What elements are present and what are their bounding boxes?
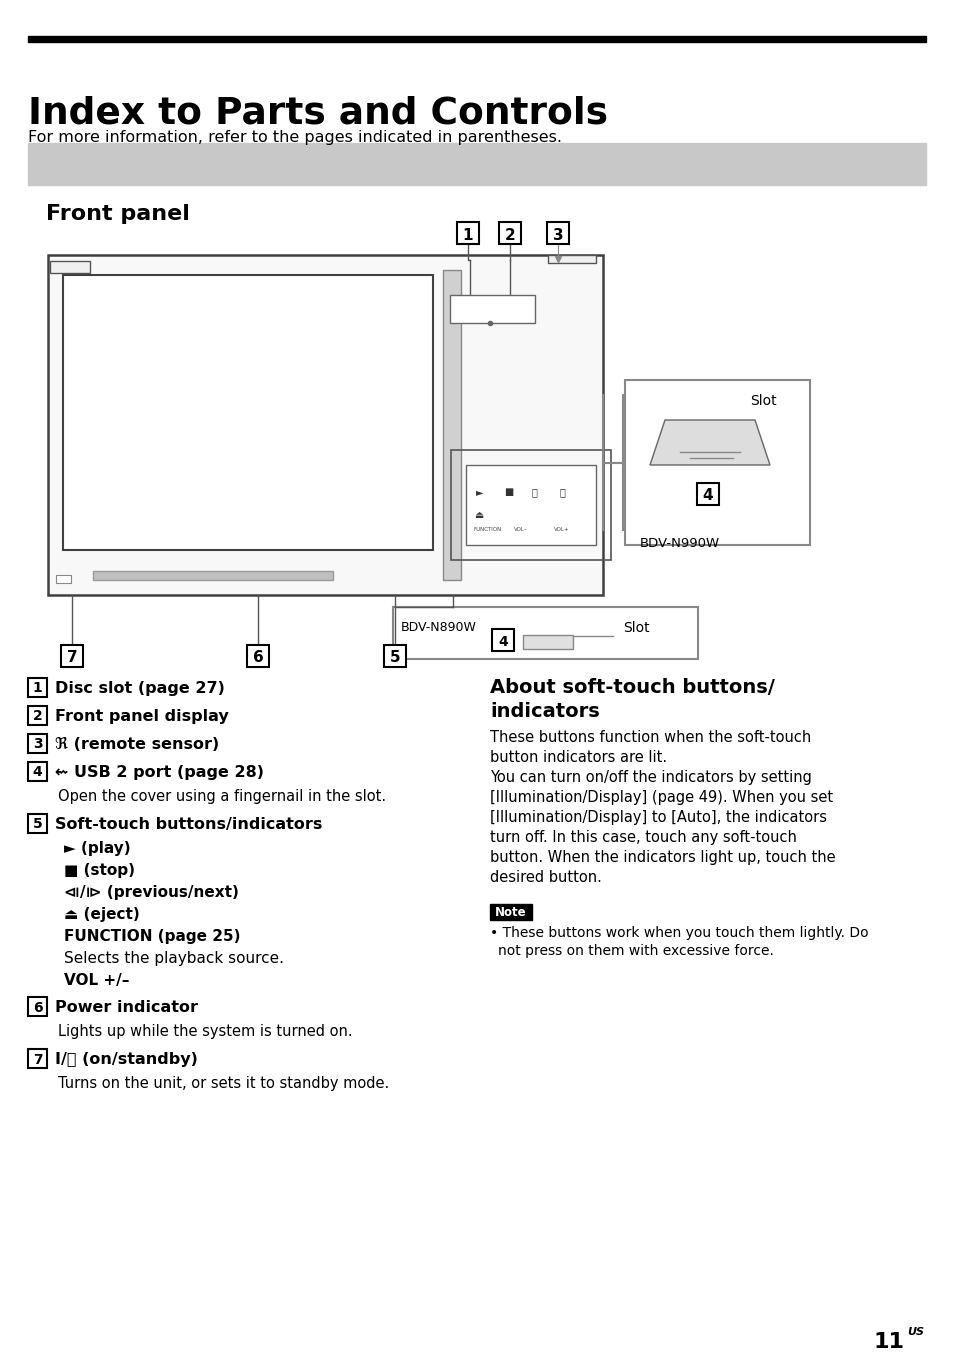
Text: ■ (stop): ■ (stop) <box>64 863 135 877</box>
Bar <box>522 635 573 649</box>
Text: VOL+: VOL+ <box>554 527 569 531</box>
Text: ⏏: ⏏ <box>474 510 483 521</box>
Text: 1: 1 <box>32 681 42 695</box>
Text: 2: 2 <box>32 710 42 723</box>
Text: 3: 3 <box>552 227 562 242</box>
Text: Index to Parts and Controls: Index to Parts and Controls <box>28 95 607 131</box>
Text: 5: 5 <box>389 650 400 665</box>
Text: Front panel: Front panel <box>46 204 190 224</box>
Bar <box>492 629 514 652</box>
Bar <box>50 261 90 273</box>
Text: Slot: Slot <box>622 621 649 635</box>
Text: ■: ■ <box>503 487 513 498</box>
Text: ⏮: ⏮ <box>532 487 537 498</box>
Bar <box>28 677 47 698</box>
Bar <box>28 37 925 42</box>
Text: Power indicator: Power indicator <box>55 1000 198 1015</box>
Text: [Illumination/Display] (page 49). When you set: [Illumination/Display] (page 49). When y… <box>490 790 832 804</box>
Bar <box>393 607 698 658</box>
Text: 4: 4 <box>702 488 713 503</box>
Text: ⇜ USB 2 port (page 28): ⇜ USB 2 port (page 28) <box>55 765 264 780</box>
Text: [Illumination/Display] to [Auto], the indicators: [Illumination/Display] to [Auto], the in… <box>490 810 826 825</box>
Text: Soft-touch buttons/indicators: Soft-touch buttons/indicators <box>55 817 322 831</box>
Text: US: US <box>906 1328 923 1337</box>
Text: button indicators are lit.: button indicators are lit. <box>490 750 666 765</box>
Bar <box>490 904 532 919</box>
Text: turn off. In this case, touch any soft-touch: turn off. In this case, touch any soft-t… <box>490 830 796 845</box>
Text: 4: 4 <box>32 765 42 780</box>
Text: Lights up while the system is turned on.: Lights up while the system is turned on. <box>58 1023 353 1038</box>
Text: ⏭: ⏭ <box>559 487 565 498</box>
Text: indicators: indicators <box>490 702 599 721</box>
Text: ⧏/⧐ (previous/next): ⧏/⧐ (previous/next) <box>64 886 238 900</box>
Bar <box>28 814 47 833</box>
Text: Open the cover using a fingernail in the slot.: Open the cover using a fingernail in the… <box>58 790 386 804</box>
Bar <box>63 274 433 550</box>
Text: ►: ► <box>476 487 483 498</box>
Text: Front panel display: Front panel display <box>55 708 229 725</box>
Text: Disc slot (page 27): Disc slot (page 27) <box>55 681 225 696</box>
Bar <box>465 465 596 545</box>
Text: desired button.: desired button. <box>490 869 601 886</box>
Bar <box>547 256 596 264</box>
Text: 1: 1 <box>462 227 473 242</box>
Text: 6: 6 <box>253 650 263 665</box>
Bar <box>697 483 719 506</box>
Bar <box>442 270 460 580</box>
Text: button. When the indicators light up, touch the: button. When the indicators light up, to… <box>490 850 835 865</box>
Text: 11: 11 <box>873 1332 904 1352</box>
Text: FUNCTION: FUNCTION <box>474 527 501 531</box>
Text: Turns on the unit, or sets it to standby mode.: Turns on the unit, or sets it to standby… <box>58 1076 389 1091</box>
Text: About soft-touch buttons/: About soft-touch buttons/ <box>490 677 774 698</box>
Text: For more information, refer to the pages indicated in parentheses.: For more information, refer to the pages… <box>28 130 561 145</box>
Bar <box>28 143 925 185</box>
Text: ℜ (remote sensor): ℜ (remote sensor) <box>55 737 219 752</box>
Text: VOL +/–: VOL +/– <box>64 973 130 988</box>
Bar <box>28 706 47 725</box>
Text: 6: 6 <box>32 1000 42 1014</box>
Bar <box>456 222 478 243</box>
Bar <box>28 763 47 781</box>
Text: VOL–: VOL– <box>514 527 527 531</box>
Text: 7: 7 <box>32 1052 42 1067</box>
Bar <box>48 256 602 595</box>
Bar <box>28 1049 47 1068</box>
Text: not press on them with excessive force.: not press on them with excessive force. <box>497 944 773 959</box>
Bar <box>624 380 809 545</box>
Bar <box>56 575 71 583</box>
Bar <box>61 645 83 667</box>
Bar <box>28 996 47 1015</box>
Text: 2: 2 <box>504 227 515 242</box>
Text: • These buttons work when you touch them lightly. Do: • These buttons work when you touch them… <box>490 926 868 940</box>
Text: BDV-N990W: BDV-N990W <box>639 537 720 550</box>
Bar <box>247 645 269 667</box>
Text: Slot: Slot <box>749 393 776 408</box>
Text: BDV-N890W: BDV-N890W <box>400 621 476 634</box>
Bar <box>546 222 568 243</box>
Text: FUNCTION (page 25): FUNCTION (page 25) <box>64 929 240 944</box>
Bar <box>450 295 535 323</box>
Text: ► (play): ► (play) <box>64 841 131 856</box>
Text: Note: Note <box>495 906 526 919</box>
Text: 4: 4 <box>497 635 507 649</box>
Text: You can turn on/off the indicators by setting: You can turn on/off the indicators by se… <box>490 771 811 786</box>
Text: 7: 7 <box>67 650 77 665</box>
Bar <box>92 571 333 580</box>
Text: ⏏ (eject): ⏏ (eject) <box>64 907 139 922</box>
Bar <box>498 222 520 243</box>
Bar <box>28 734 47 753</box>
Text: These buttons function when the soft-touch: These buttons function when the soft-tou… <box>490 730 810 745</box>
Text: Selects the playback source.: Selects the playback source. <box>64 950 284 965</box>
Text: 5: 5 <box>32 818 42 831</box>
Text: I/〈 (on/standby): I/〈 (on/standby) <box>55 1052 197 1067</box>
Text: 3: 3 <box>32 737 42 752</box>
Polygon shape <box>649 420 769 465</box>
Bar <box>451 450 610 560</box>
Bar <box>384 645 406 667</box>
